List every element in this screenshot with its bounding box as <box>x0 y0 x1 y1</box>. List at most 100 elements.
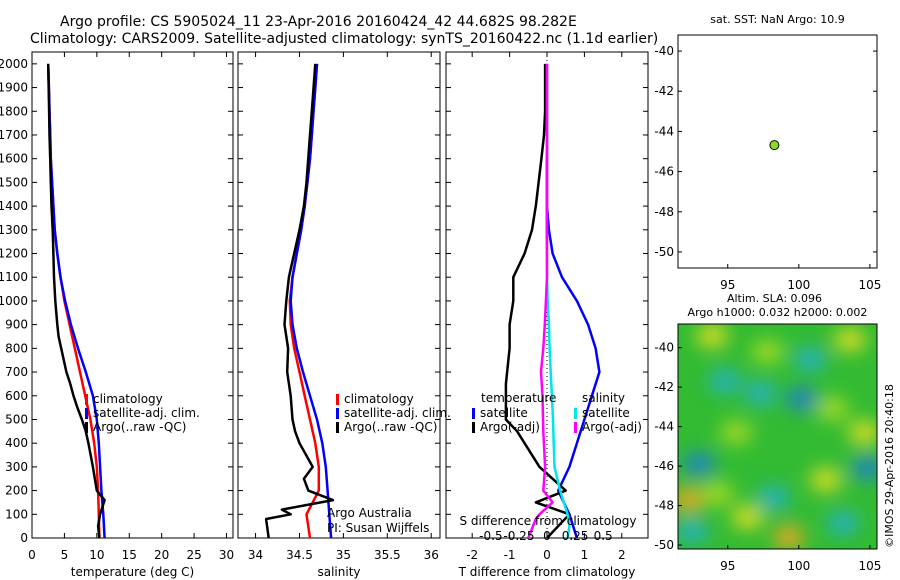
location-map-lat-label: -40 <box>654 44 674 58</box>
difference-legend-t-argo-swatch <box>472 422 475 433</box>
difference-s-tick-label: -0.5 <box>479 529 502 543</box>
temperature-axis-tick-label: 25 <box>186 548 201 562</box>
difference-t-axis-label: T difference from climatology <box>458 565 636 579</box>
difference-legend-s-argo-label: Argo(-adj) <box>582 420 642 434</box>
salinity-axis-label: salinity <box>317 565 360 579</box>
sla-map-lat-label: -44 <box>654 420 674 434</box>
sla-title-line-1: Altim. SLA: 0.096 <box>727 292 822 305</box>
temperature-panel-frame <box>31 51 234 539</box>
salinity-legend-argo-label: Argo(..raw -QC) <box>344 420 437 434</box>
depth-tick-label: 1100 <box>0 270 28 284</box>
depth-tick-label: 1800 <box>0 104 28 118</box>
depth-tick-label: 1300 <box>0 223 28 237</box>
difference-t-axis-tick-label: 2 <box>618 548 626 562</box>
sla-map-lon-label: 100 <box>787 559 810 573</box>
temperature-legend-argo-swatch <box>85 422 88 433</box>
location-map-lat-label: -42 <box>654 84 674 98</box>
sla-map-lat-label: -42 <box>654 380 674 394</box>
difference-s-tick-label: -0.25 <box>503 529 534 543</box>
depth-tick-label: 1200 <box>0 247 28 261</box>
salinity-line-climatology <box>288 63 321 539</box>
location-map-lat-label: -48 <box>654 205 674 219</box>
sla-anomaly-17 <box>720 420 753 445</box>
depth-tick-label: 0 <box>20 531 28 545</box>
depth-tick-label: 1500 <box>0 175 28 189</box>
temperature-line-argo-raw-qc- <box>46 63 106 539</box>
sla-anomaly-10 <box>772 525 805 549</box>
location-map-lon-label: 100 <box>787 278 810 292</box>
argo-position-marker <box>769 140 780 151</box>
temperature-legend-satellite-label: satellite-adj. clim. <box>93 406 200 420</box>
sla-anomaly-9 <box>678 487 704 512</box>
title-line-1: Argo profile: CS 5905024_11 23-Apr-2016 … <box>60 14 577 30</box>
temperature-axis-tick-label: 15 <box>122 548 137 562</box>
temperature-axis-tick-label: 0 <box>28 548 36 562</box>
location-map-lat-label: -44 <box>654 124 674 138</box>
salinity-axis-tick-label: 34.5 <box>286 548 313 562</box>
difference-t-axis-tick-label: 1 <box>581 548 589 562</box>
salinity-annotation-line-1: Argo Australia <box>327 506 412 520</box>
difference-line-salinity-satellite <box>545 63 571 539</box>
title-line-2: Climatology: CARS2009. Satellite-adjuste… <box>30 31 659 47</box>
salinity-legend-argo-swatch <box>336 422 339 433</box>
difference-s-tick-label: 0.25 <box>562 529 589 543</box>
temperature-legend-climatology-label: climatology <box>93 392 163 406</box>
location-map-lon-label: 95 <box>720 278 735 292</box>
salinity-line-satellite-adj-clim- <box>289 63 333 539</box>
temperature-legend-satellite-swatch <box>85 408 88 419</box>
depth-tick-label: 100 <box>5 507 28 521</box>
sla-map-frame <box>677 323 878 550</box>
difference-legend-s-satellite-label: satellite <box>582 406 630 420</box>
sla-anomaly-1 <box>683 452 716 477</box>
difference-line-salinity-argo-adj- <box>527 63 554 539</box>
depth-tick-label: 1000 <box>0 294 28 308</box>
difference-legend-s-satellite-swatch <box>574 408 577 419</box>
sla-title-line-2: Argo h1000: 0.032 h2000: 0.002 <box>688 306 868 319</box>
difference-t-axis-tick-label: -1 <box>504 548 516 562</box>
sla-anomaly-2 <box>851 456 877 481</box>
depth-tick-label: 500 <box>5 412 28 426</box>
difference-s-tick-label: 0 <box>543 529 551 543</box>
temperature-legend-climatology-swatch <box>85 394 88 405</box>
depth-tick-label: 900 <box>5 318 28 332</box>
depth-tick-label: 400 <box>5 436 28 450</box>
difference-legend-temperature-title: temperature <box>481 391 556 405</box>
sla-map-lat-label: -50 <box>654 538 674 552</box>
depth-tick-label: 200 <box>5 484 28 498</box>
sla-anomaly-12 <box>731 505 764 530</box>
sla-anomaly-13 <box>833 327 866 352</box>
difference-t-axis-tick-label: -2 <box>466 548 478 562</box>
sla-heatmap <box>678 324 877 549</box>
depth-tick-label: 800 <box>5 341 28 355</box>
sla-anomaly-18 <box>816 396 849 421</box>
sla-anomaly-19 <box>701 481 734 506</box>
location-map-frame <box>677 34 878 269</box>
salinity-annotation-line-2: PI: Susan Wijffels <box>327 521 429 535</box>
sla-anomaly-8 <box>826 511 859 536</box>
salinity-legend-climatology-swatch <box>336 394 339 405</box>
sla-anomaly-14 <box>809 467 842 492</box>
depth-tick-label: 1600 <box>0 152 28 166</box>
difference-legend-t-satellite-swatch <box>472 408 475 419</box>
depth-tick-label: 1900 <box>0 81 28 95</box>
location-map-lat-label: -46 <box>654 165 674 179</box>
salinity-legend-satellite-label: satellite-adj. clim. <box>344 406 451 420</box>
sla-anomaly-3 <box>678 519 709 544</box>
sla-map-lon-label: 105 <box>858 559 881 573</box>
sla-anomaly-7 <box>708 369 741 394</box>
difference-legend-t-argo-label: Argo(-adj) <box>480 420 540 434</box>
salinity-axis-tick-label: 34 <box>248 548 263 562</box>
salinity-axis-tick-label: 35.5 <box>374 548 401 562</box>
sla-anomaly-4 <box>794 347 827 372</box>
salinity-axis-tick-label: 35 <box>336 548 351 562</box>
sla-map-lat-label: -48 <box>654 499 674 513</box>
difference-legend-salinity-title: salinity <box>582 391 625 405</box>
depth-tick-label: 2000 <box>0 57 28 71</box>
difference-t-axis-tick-label: 0 <box>543 548 551 562</box>
location-map-lon-label: 105 <box>858 278 881 292</box>
sla-anomaly-5 <box>744 381 777 406</box>
salinity-legend-climatology-label: climatology <box>344 392 414 406</box>
sla-anomaly-0 <box>785 387 818 411</box>
salinity-axis-tick-label: 36 <box>424 548 439 562</box>
